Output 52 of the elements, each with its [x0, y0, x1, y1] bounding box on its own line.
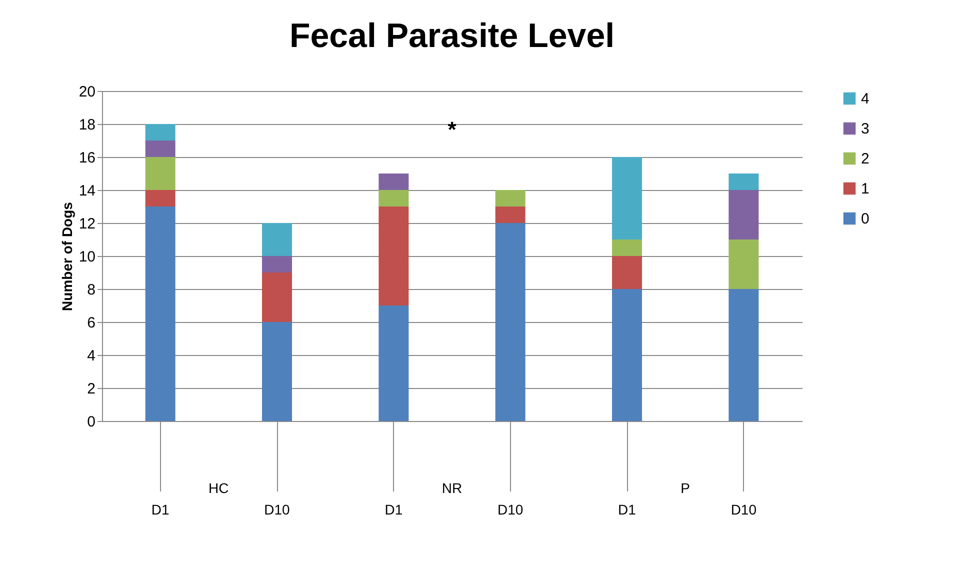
bar: [612, 289, 642, 421]
bar: [262, 272, 292, 322]
legend-label: 3: [861, 120, 870, 138]
x-tick-label: D10: [730, 502, 757, 518]
bar: [378, 190, 409, 206]
legend-label: 0: [861, 210, 870, 228]
bar: [378, 206, 409, 306]
bar: [262, 322, 292, 421]
y-tick-label: 20: [78, 84, 96, 100]
bar: [612, 240, 642, 256]
annotation: *: [448, 117, 457, 142]
bar: [728, 190, 759, 240]
bar: [728, 289, 759, 421]
bar: [145, 157, 176, 190]
y-tick-label: 12: [78, 216, 96, 232]
text: HC: [208, 480, 229, 496]
x-tick-label: D1: [384, 502, 403, 518]
bar: [612, 157, 642, 240]
bar: [612, 256, 642, 289]
bar: [262, 256, 292, 272]
bar: [145, 206, 176, 421]
y-tick-label: 8: [87, 282, 96, 298]
y-tick-label: 10: [78, 248, 96, 266]
bar: [495, 190, 526, 206]
bar: [145, 190, 176, 206]
legend-label: 4: [861, 90, 870, 108]
y-tick-label: 0: [87, 414, 96, 430]
bar: [145, 124, 176, 140]
x-tick-label: D1: [151, 502, 170, 518]
y-tick-label: 14: [78, 182, 96, 200]
text: P: [680, 480, 690, 496]
chart-title: Fecal Parasite Level: [289, 17, 615, 55]
y-tick-label: 2: [87, 380, 96, 398]
bar: [728, 174, 759, 190]
y-tick-label: 4: [87, 348, 96, 364]
bar: [495, 206, 526, 223]
x-tick-label: D1: [618, 502, 636, 518]
x-tick-label: D10: [497, 502, 524, 518]
y-tick-label: 16: [78, 150, 96, 166]
bar: [378, 306, 409, 421]
legend-label: 2: [861, 150, 870, 168]
bar: [262, 223, 292, 256]
legend-label: 1: [861, 180, 870, 198]
bar: [378, 174, 409, 190]
text: NR: [442, 480, 462, 496]
bar: [495, 223, 526, 421]
y-tick-label: 6: [87, 314, 96, 332]
y-tick-label: 18: [78, 116, 96, 134]
x-tick-label: D10: [264, 502, 290, 518]
bar: [145, 140, 176, 157]
bar: [728, 240, 759, 289]
y-axis-title: Number of Dogs: [58, 202, 75, 311]
